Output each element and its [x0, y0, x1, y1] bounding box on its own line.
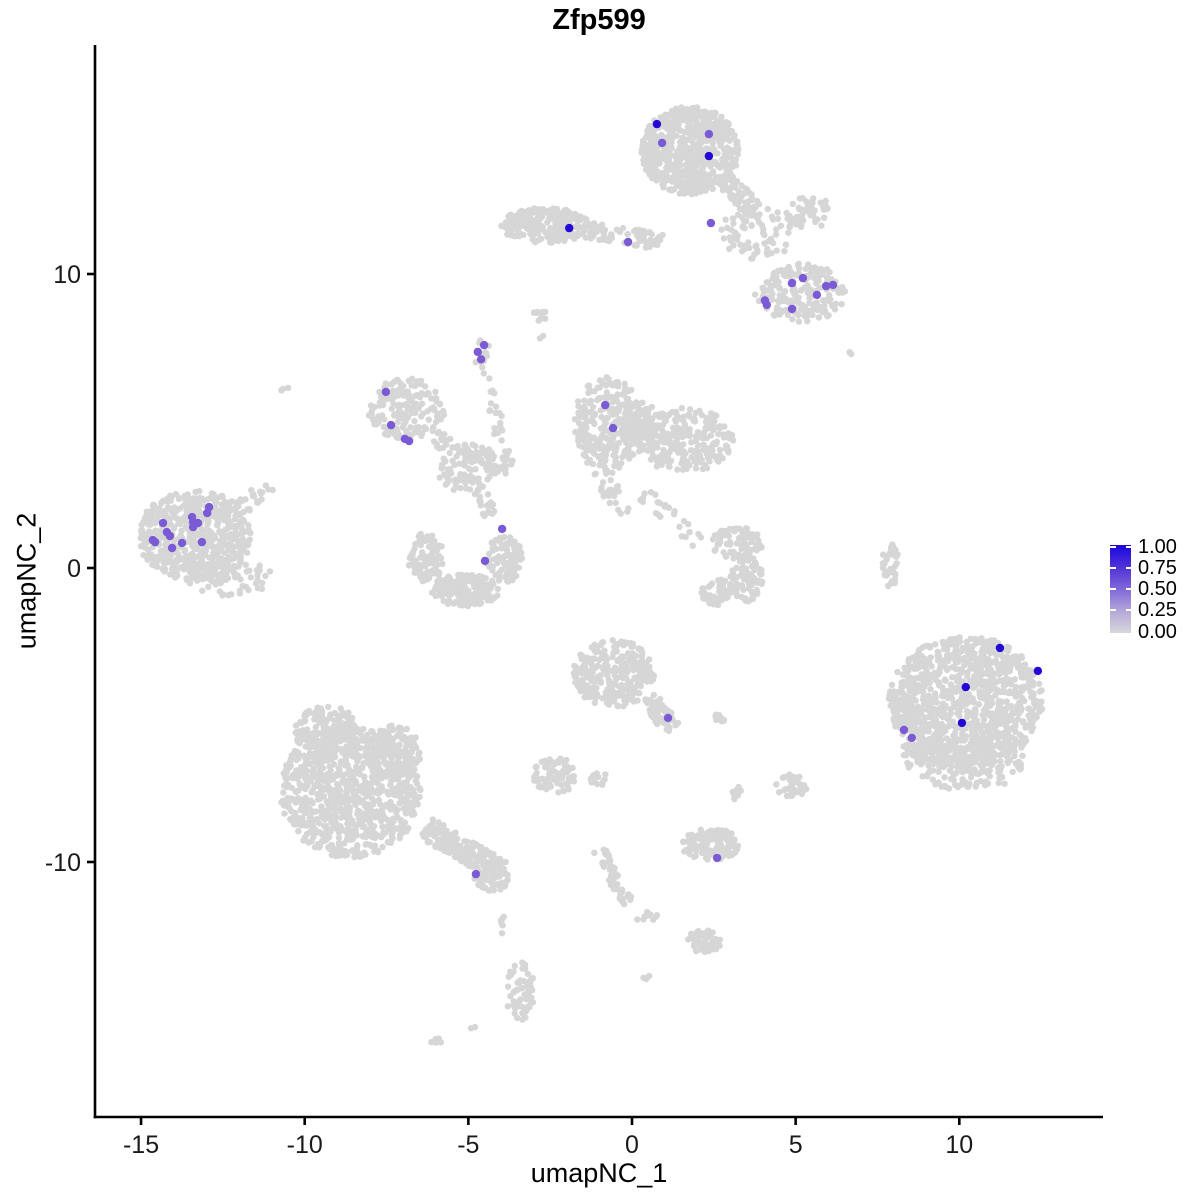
expression-mid-point — [386, 420, 396, 430]
expression-high-point — [995, 643, 1005, 653]
expression-mid-point — [657, 138, 667, 148]
expression-high-point — [957, 718, 967, 728]
x-tick-label: -10 — [287, 1131, 323, 1159]
expression-mid-point — [158, 518, 168, 528]
expression-mid-point — [798, 273, 808, 283]
expression-mid-point — [608, 423, 618, 433]
expression-mid-point — [704, 129, 714, 139]
expression-mid-point — [907, 733, 916, 743]
background-cells-layer — [137, 104, 1046, 1046]
expression-mid-point — [177, 538, 187, 548]
expression-high-point — [1033, 666, 1043, 676]
expression-mid-point — [623, 237, 633, 247]
legend-tick-label: 0.25 — [1138, 599, 1177, 622]
expression-mid-point — [899, 725, 909, 735]
expression-mid-point — [812, 290, 822, 300]
y-tick-label: 0 — [67, 555, 81, 583]
color-legend: 0.00 0.25 0.50 0.75 1.00 — [1108, 535, 1200, 650]
legend-tick-label: 0.75 — [1138, 556, 1177, 579]
expression-high-point — [652, 119, 662, 129]
expression-mid-point — [828, 280, 838, 290]
expression-mid-point — [787, 304, 797, 314]
expression-mid-point — [479, 340, 489, 350]
x-tick-label: 10 — [945, 1131, 973, 1159]
expression-mid-point — [762, 300, 771, 310]
expressing-cells-layer — [148, 119, 1043, 879]
expression-mid-point — [203, 508, 212, 518]
legend-bar-tick — [1110, 566, 1116, 569]
expression-mid-point — [165, 531, 175, 541]
expression-high-point — [565, 223, 574, 233]
expression-mid-point — [150, 537, 160, 547]
expression-high-point — [704, 151, 714, 161]
plot-title: Zfp599 — [552, 4, 646, 36]
y-tick-label: -10 — [45, 849, 81, 877]
x-tick-label: -5 — [457, 1131, 479, 1159]
expression-mid-point — [473, 347, 482, 357]
expression-mid-point — [381, 387, 391, 397]
expression-mid-point — [821, 281, 831, 291]
legend-gradient-bar — [1110, 545, 1131, 633]
x-axis-title: umapNC_1 — [530, 1158, 668, 1188]
expression-mid-point — [167, 543, 177, 553]
expression-mid-point — [706, 218, 716, 228]
legend-bar-tick — [1125, 609, 1131, 612]
expression-mid-point — [480, 556, 490, 566]
x-tick-label: -15 — [123, 1131, 159, 1159]
expression-mid-point — [601, 400, 610, 410]
x-tick-label: 5 — [789, 1131, 803, 1159]
y-tick-label: 10 — [53, 261, 81, 289]
x-tick-label: 0 — [625, 1131, 639, 1159]
expression-high-point — [961, 682, 970, 692]
expression-mid-point — [476, 355, 486, 364]
expression-mid-point — [663, 713, 673, 723]
expression-mid-point — [197, 537, 207, 547]
expression-mid-point — [471, 869, 481, 879]
legend-bar-tick — [1110, 609, 1116, 612]
y-axis-title: umapNC_2 — [11, 512, 42, 650]
expression-mid-point — [188, 522, 198, 532]
legend-bar-tick — [1125, 545, 1131, 548]
legend-bar-tick — [1125, 566, 1131, 569]
expression-mid-point — [497, 524, 507, 534]
legend-bar-tick — [1110, 545, 1116, 548]
axes-layer: -15 -10 -5 0 5 10 -10 0 10 — [45, 45, 1103, 1159]
legend-tick-label: 0.50 — [1138, 578, 1177, 600]
legend-bar-tick — [1125, 588, 1131, 591]
expression-mid-point — [787, 278, 797, 288]
expression-mid-point — [712, 853, 722, 863]
legend-bar-tick — [1110, 588, 1116, 591]
expression-mid-point — [404, 436, 414, 446]
legend-tick-label: 1.00 — [1138, 535, 1177, 558]
legend-tick-label: 0.00 — [1138, 620, 1177, 643]
